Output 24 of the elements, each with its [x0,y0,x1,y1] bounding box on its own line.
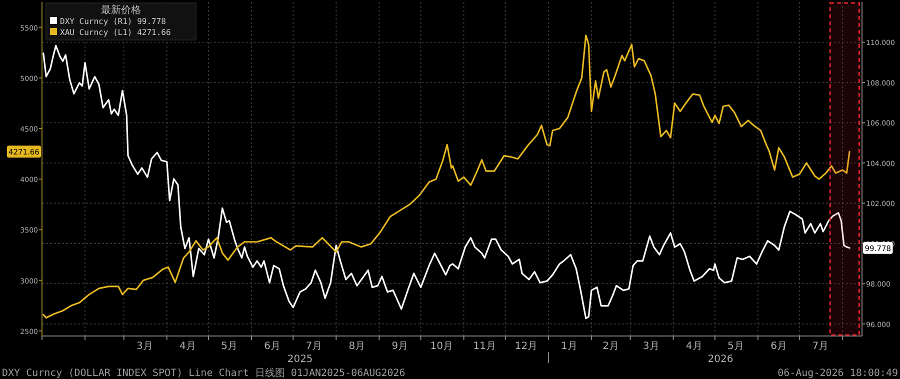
x-tick-label: 7月 [812,341,829,352]
x-tick-label: 5月 [728,341,744,352]
x-tick-label: 10月 [430,341,453,352]
text: 06-Aug-2026 18:00:49 [778,368,898,379]
text: DXY Curncy (DOLLAR INDEX SPOT) Line Chart 日线图 01JAN2025-06AUG2026 [2,367,406,379]
x-tick-label: 12月 [514,341,538,352]
x-tick-label: 5月 [221,341,238,352]
x2-tick-label: 2025 [287,354,313,365]
x2-tick-label: 2026 [708,354,734,365]
x-tick-label: 4月 [180,341,196,352]
legend-label: DXY Curncy (R1) 99.778 [60,17,166,26]
legend-title: 最新价格 [101,4,141,16]
x-tick-label: 8月 [348,341,366,352]
x-tick-label: 9月 [392,341,408,352]
x-tick-label: 7月 [306,341,322,352]
x-tick-label: 3月 [642,341,660,352]
x-tick-label: 4月 [686,341,702,352]
legend-label: XAU Curncy (L1) 4271.66 [60,28,171,37]
x-tick-label: 11月 [473,341,496,352]
x-tick-label: 6月 [264,341,281,352]
x-tick-label: 2月 [602,341,620,352]
x-tick-label: 1月 [561,341,578,352]
x-tick-label: 3月 [136,341,153,352]
x-tick-label: 6月 [770,341,787,352]
